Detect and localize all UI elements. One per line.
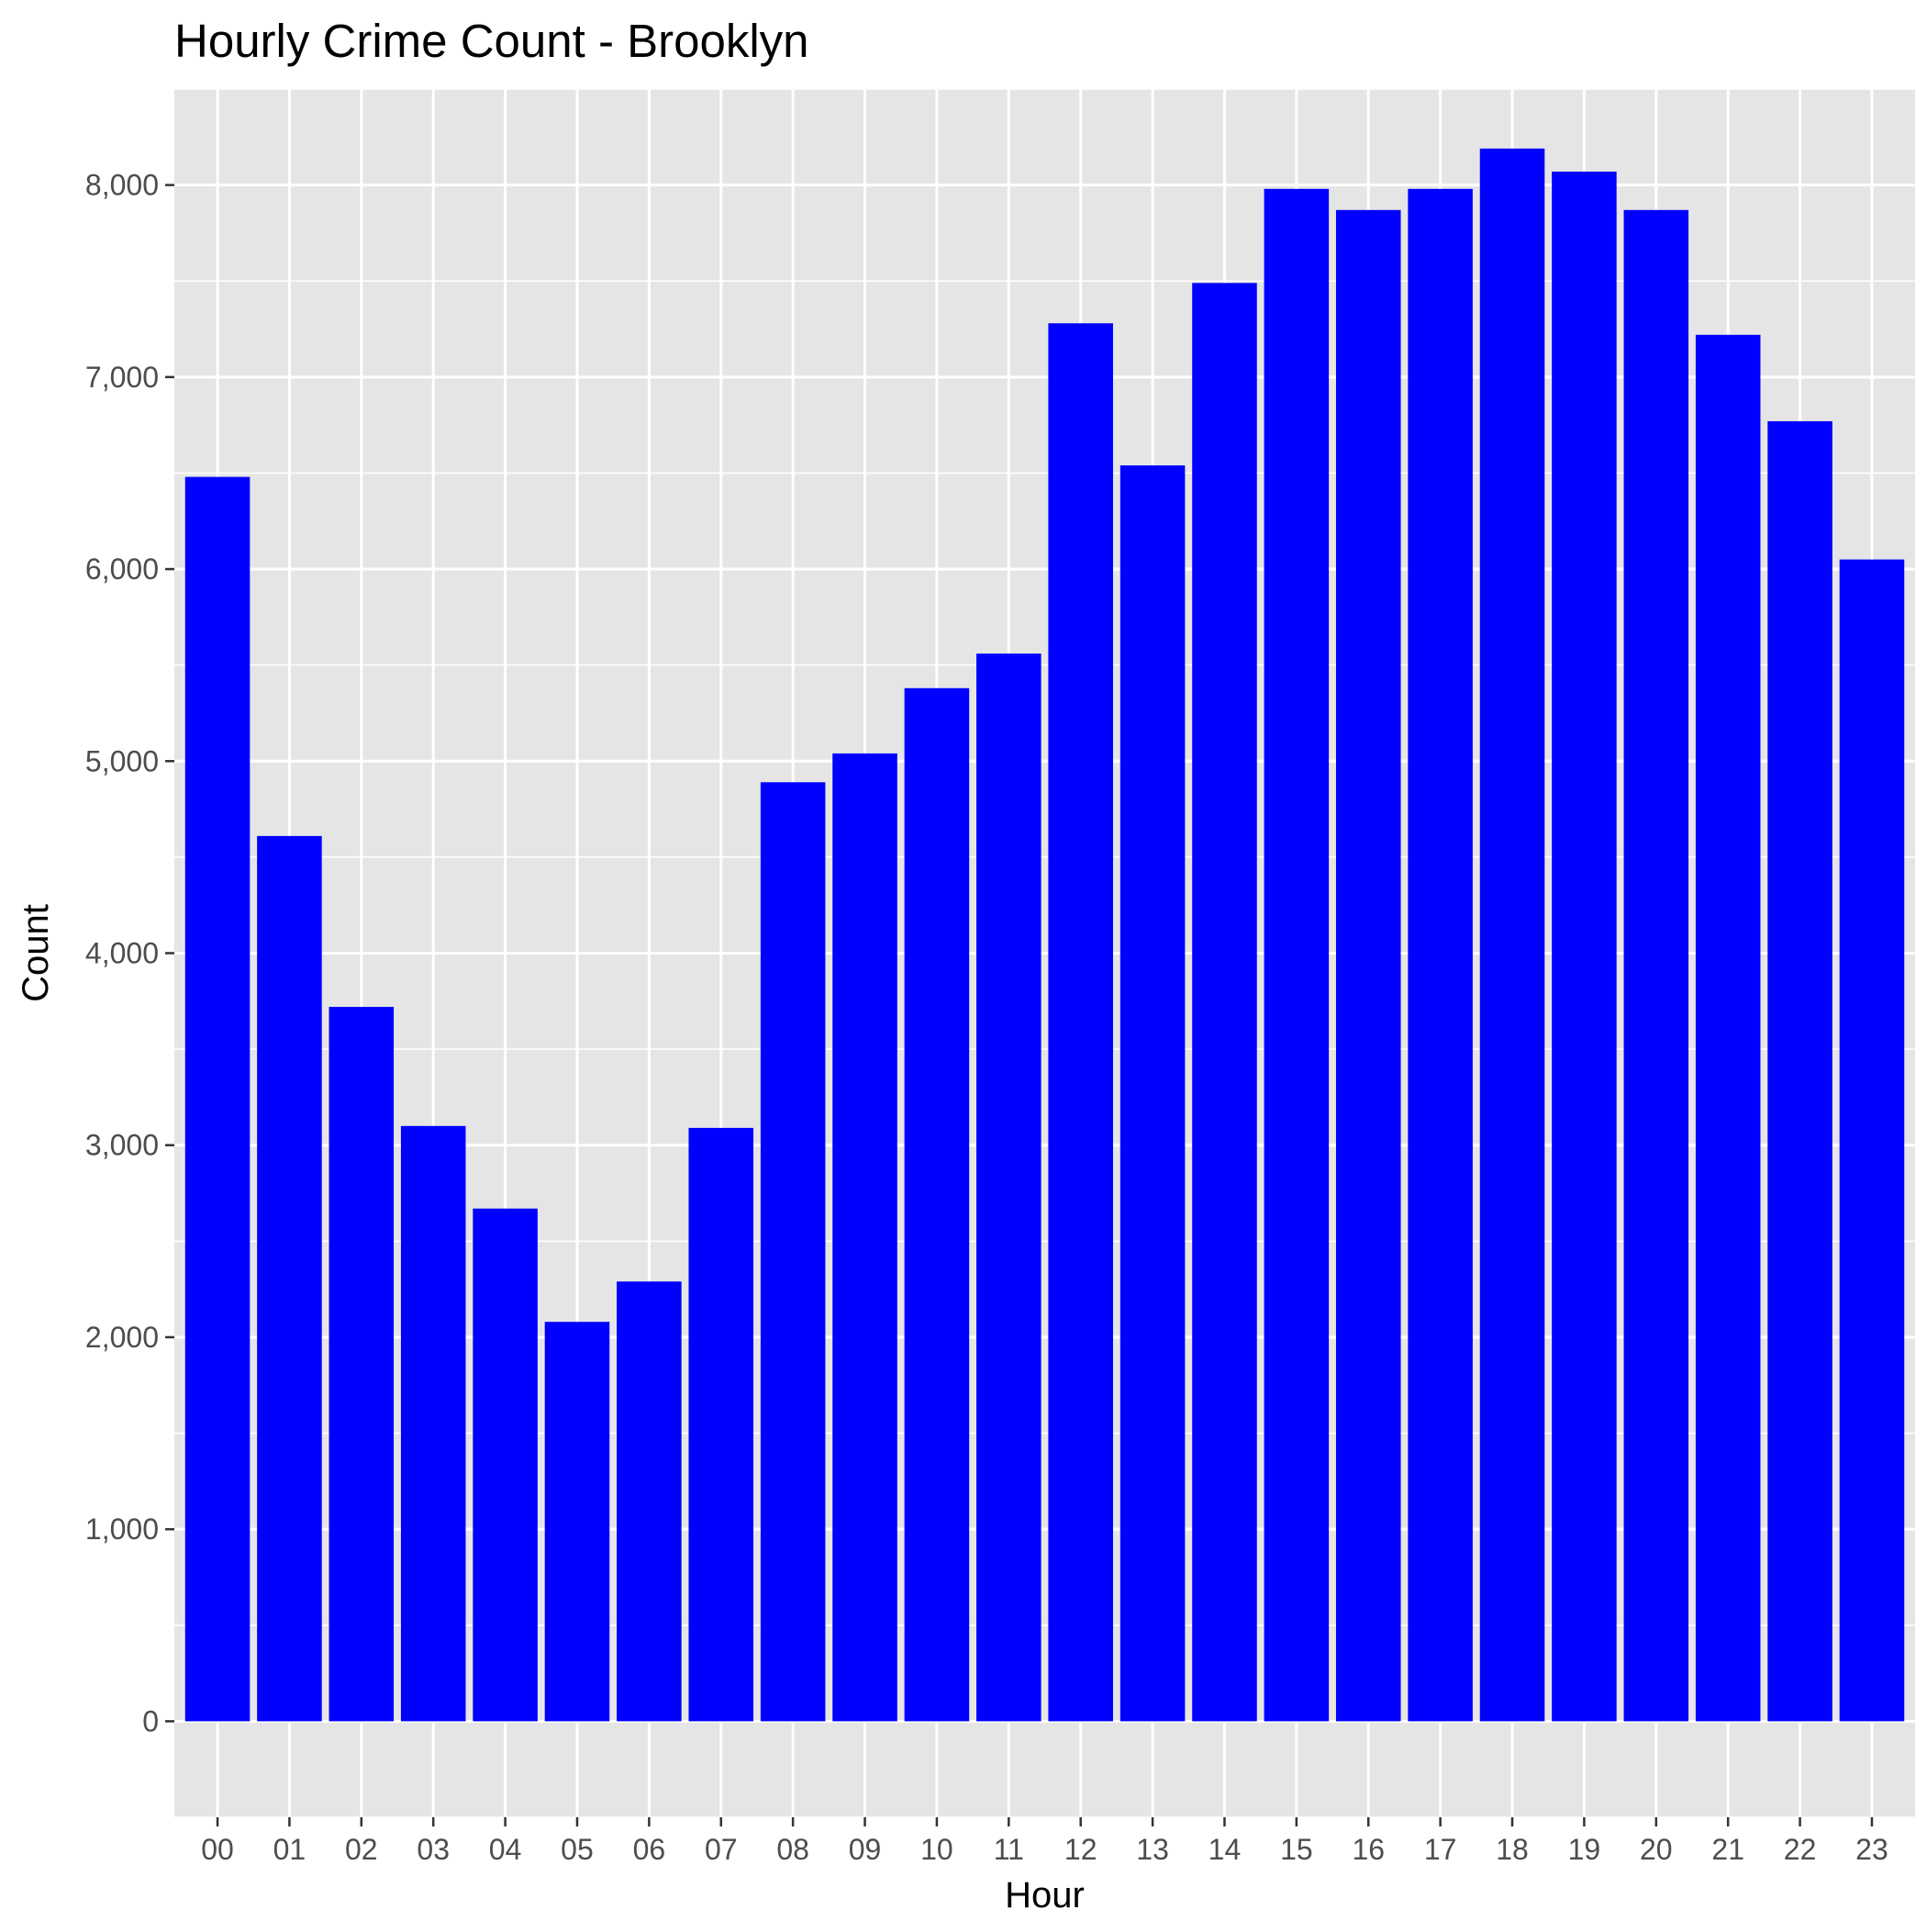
- bar-11: [976, 653, 1041, 1722]
- x-tick-label: 21: [1711, 1833, 1744, 1866]
- y-axis-title: Count: [16, 904, 56, 1002]
- bar-22: [1767, 420, 1832, 1722]
- x-tick-label: 18: [1496, 1833, 1529, 1866]
- bar-08: [760, 782, 826, 1722]
- bar-03: [400, 1125, 466, 1722]
- bar-05: [544, 1322, 610, 1722]
- bar-10: [904, 687, 970, 1722]
- bars: [184, 148, 1905, 1722]
- y-tick-label: 7,000: [85, 361, 159, 394]
- bar-17: [1408, 188, 1473, 1722]
- x-tick-label: 19: [1568, 1833, 1601, 1866]
- bar-09: [832, 753, 897, 1722]
- bar-13: [1119, 465, 1186, 1722]
- x-tick-label: 13: [1136, 1833, 1169, 1866]
- y-tick-label: 8,000: [85, 169, 159, 202]
- y-tick-label: 0: [142, 1704, 159, 1737]
- bar-12: [1048, 323, 1113, 1722]
- y-tick-label: 6,000: [85, 553, 159, 586]
- y-tick-label: 3,000: [85, 1129, 159, 1162]
- bar-18: [1479, 148, 1545, 1722]
- y-tick-label: 1,000: [85, 1513, 159, 1546]
- x-tick-label: 05: [561, 1833, 594, 1866]
- x-tick-label: 16: [1352, 1833, 1385, 1866]
- x-tick-label: 00: [201, 1833, 234, 1866]
- y-axis: 0 1,000 2,000 3,000 4,000 5,000 6,000 7,000 8,00…: [85, 169, 174, 1737]
- x-tick-label: 06: [633, 1833, 666, 1866]
- bar-21: [1695, 334, 1761, 1722]
- bar-04: [473, 1208, 538, 1722]
- x-tick-label: 14: [1209, 1833, 1242, 1866]
- x-tick-label: 22: [1784, 1833, 1817, 1866]
- x-tick-label: 09: [849, 1833, 882, 1866]
- bar-14: [1192, 283, 1257, 1722]
- chart-title: Hourly Crime Count - Brooklyn: [174, 15, 809, 67]
- x-tick-label: 17: [1424, 1833, 1457, 1866]
- x-tick-label: 08: [776, 1833, 809, 1866]
- x-tick-label: 12: [1064, 1833, 1097, 1866]
- x-tick-label: 15: [1280, 1833, 1313, 1866]
- x-axis-title: Hour: [1005, 1875, 1085, 1915]
- bar-01: [257, 835, 322, 1722]
- x-tick-label: 11: [994, 1833, 1024, 1866]
- x-tick-label: 10: [920, 1833, 953, 1866]
- bar-19: [1552, 171, 1617, 1722]
- x-tick-label: 03: [417, 1833, 450, 1866]
- bar-23: [1839, 559, 1905, 1722]
- y-tick-label: 5,000: [85, 744, 159, 777]
- x-tick-label: 20: [1640, 1833, 1673, 1866]
- bar-00: [184, 476, 251, 1722]
- bar-15: [1264, 188, 1330, 1722]
- bar-20: [1623, 209, 1689, 1722]
- x-tick-label: 23: [1855, 1833, 1888, 1866]
- bar-16: [1335, 209, 1401, 1722]
- x-tick-label: 02: [345, 1833, 378, 1866]
- x-tick-label: 01: [273, 1833, 306, 1866]
- y-tick-label: 4,000: [85, 937, 159, 970]
- x-axis: 00 01 02 03 04 05 06 07 08 09 10 11 12 13 14 15 16 17 18 19…: [201, 1817, 1888, 1866]
- bar-07: [688, 1127, 754, 1722]
- y-tick-label: 2,000: [85, 1321, 159, 1354]
- bar-06: [617, 1281, 682, 1722]
- bar-02: [329, 1007, 395, 1722]
- x-tick-label: 04: [489, 1833, 522, 1866]
- x-tick-label: 07: [705, 1833, 738, 1866]
